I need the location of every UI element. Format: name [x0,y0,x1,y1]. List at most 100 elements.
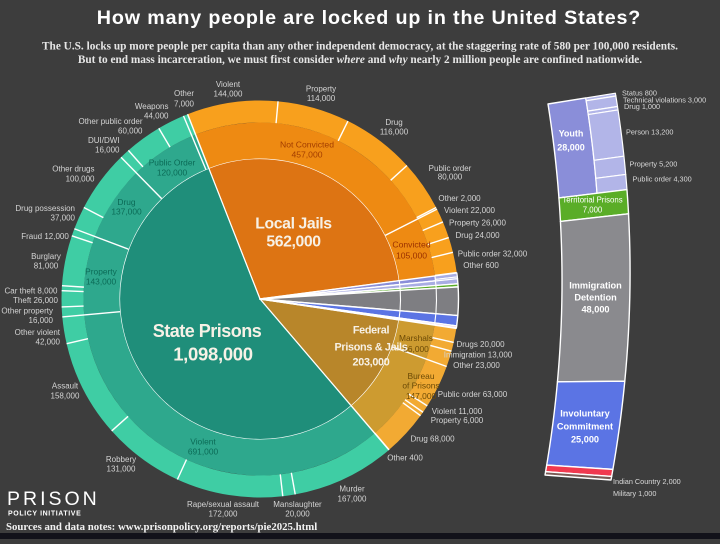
svg-text:Commitment: Commitment [557,422,613,432]
svg-text:457,000: 457,000 [291,150,322,160]
svg-text:Assault: Assault [52,382,79,391]
svg-text:44,000: 44,000 [144,112,169,121]
svg-text:Weapons: Weapons [135,102,169,111]
svg-text:7,000: 7,000 [174,99,195,108]
svg-text:137,000: 137,000 [111,207,142,217]
svg-text:203,000: 203,000 [353,357,390,369]
svg-text:131,000: 131,000 [107,465,136,474]
svg-text:Marshals: Marshals [399,333,433,343]
svg-text:Other public order: Other public order [78,117,142,126]
svg-text:Violent: Violent [216,80,241,89]
svg-text:State Prisons: State Prisons [153,321,262,341]
svg-text:Property 5,200: Property 5,200 [630,159,678,168]
svg-text:Public order 4,300: Public order 4,300 [633,175,692,184]
svg-text:But to end mass incarceration,: But to end mass incarceration, we must f… [78,54,642,66]
svg-text:POLICY INITIATIVE: POLICY INITIATIVE [8,511,81,518]
svg-text:105,000: 105,000 [396,251,427,261]
svg-text:16,000: 16,000 [29,316,54,325]
svg-text:Indian Country 2,000: Indian Country 2,000 [613,477,681,486]
svg-text:Drug 68,000: Drug 68,000 [410,435,455,444]
svg-text:562,000: 562,000 [266,234,321,251]
svg-text:Drugs 20,000: Drugs 20,000 [456,340,505,349]
svg-text:42,000: 42,000 [36,338,61,347]
svg-text:Drug: Drug [385,118,402,127]
svg-text:Property 6,000: Property 6,000 [431,416,484,425]
svg-text:Other 23,000: Other 23,000 [453,361,500,370]
svg-text:48,000: 48,000 [581,305,609,315]
svg-text:Drug: Drug [117,197,135,207]
svg-text:Other drugs: Other drugs [52,165,94,174]
svg-text:Convicted: Convicted [392,240,430,250]
svg-text:Other 2,000: Other 2,000 [438,194,481,203]
svg-text:Rape/sexual assault: Rape/sexual assault [187,500,260,509]
svg-text:of Prisons: of Prisons [402,381,439,391]
svg-text:Violent 22,000: Violent 22,000 [444,206,496,215]
svg-text:DUI/DWI: DUI/DWI [88,136,120,145]
svg-text:120,000: 120,000 [157,168,188,178]
svg-text:Person 13,200: Person 13,200 [626,127,673,136]
svg-text:Immigration: Immigration [569,281,622,291]
svg-text:Public Order: Public Order [149,158,196,168]
svg-text:Violent: Violent [190,437,216,447]
svg-text:7,000: 7,000 [583,206,603,215]
svg-text:1,098,000: 1,098,000 [173,344,253,365]
svg-text:Murder: Murder [339,485,365,494]
svg-text:Other: Other [174,89,194,98]
svg-text:80,000: 80,000 [438,173,463,182]
svg-text:Prisons & Jails: Prisons & Jails [335,342,408,354]
svg-text:20,000: 20,000 [285,510,310,519]
svg-text:158,000: 158,000 [51,392,80,401]
svg-text:Federal: Federal [353,325,390,337]
svg-text:144,000: 144,000 [214,90,243,99]
svg-text:37,000: 37,000 [51,214,76,223]
svg-text:172,000: 172,000 [209,510,238,519]
svg-text:114,000: 114,000 [307,94,336,103]
svg-text:Public order 63,000: Public order 63,000 [438,390,508,399]
svg-text:Military 1,000: Military 1,000 [613,489,656,498]
svg-text:Public order 32,000: Public order 32,000 [458,250,528,259]
svg-text:The U.S. locks up more people: The U.S. locks up more people per capita… [42,41,678,53]
svg-text:16,000: 16,000 [95,146,120,155]
svg-text:Not Convicted: Not Convicted [280,140,334,150]
svg-text:116,000: 116,000 [380,128,409,137]
svg-text:Other property: Other property [1,307,53,316]
svg-text:Involuntary: Involuntary [560,409,610,419]
svg-text:Property 26,000: Property 26,000 [449,219,506,228]
svg-text:167,000: 167,000 [338,495,367,504]
svg-text:Detention: Detention [574,293,617,303]
svg-text:Drug possession: Drug possession [15,204,75,213]
svg-text:28,000: 28,000 [557,143,585,153]
svg-text:Technical violations 3,000: Technical violations 3,000 [623,95,706,104]
svg-text:Public order: Public order [429,164,472,173]
svg-text:How many people are locked up: How many people are locked up in the Uni… [97,7,641,29]
svg-text:Burglary: Burglary [31,252,61,261]
svg-text:PRISON: PRISON [7,488,100,510]
svg-text:Local Jails: Local Jails [255,216,332,233]
svg-text:Youth: Youth [559,129,584,139]
svg-text:Other 600: Other 600 [463,261,499,270]
svg-text:Drug 24,000: Drug 24,000 [455,231,500,240]
svg-text:Manslaughter: Manslaughter [273,500,322,509]
svg-text:147,000: 147,000 [406,391,437,401]
svg-text:Property: Property [306,85,336,94]
svg-text:25,000: 25,000 [571,435,599,445]
svg-text:81,000: 81,000 [34,262,59,271]
svg-text:Fraud 12,000: Fraud 12,000 [21,232,69,241]
svg-text:Bureau: Bureau [407,371,434,381]
svg-text:Other violent: Other violent [15,328,61,337]
svg-text:Status 800: Status 800 [622,89,657,98]
svg-text:Other 400: Other 400 [387,454,423,463]
svg-text:100,000: 100,000 [66,175,95,184]
svg-text:Sources and data notes: www.pr: Sources and data notes: www.prisonpolicy… [6,521,317,533]
svg-text:143,000: 143,000 [86,277,117,287]
svg-text:Theft 26,000: Theft 26,000 [13,296,58,305]
svg-text:Immigration 13,000: Immigration 13,000 [444,351,513,360]
svg-text:56,000: 56,000 [403,344,429,354]
svg-text:60,000: 60,000 [118,127,143,136]
svg-text:Robbery: Robbery [106,455,136,464]
svg-text:Property: Property [85,267,117,277]
svg-text:Violent 11,000: Violent 11,000 [432,407,483,416]
svg-text:Car theft 8,000: Car theft 8,000 [5,286,58,295]
svg-text:Drug 1,000: Drug 1,000 [624,102,660,111]
svg-text:691,000: 691,000 [188,447,219,457]
